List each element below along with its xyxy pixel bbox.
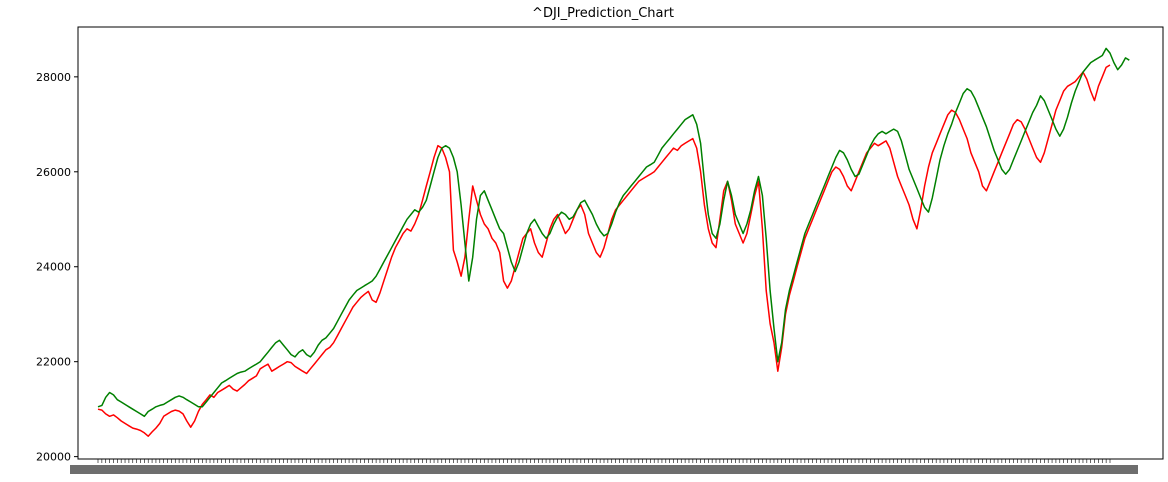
y-tick-label: 24000 — [36, 261, 71, 274]
x-tick-labels-band — [70, 465, 1138, 474]
series-line-red — [97, 64, 1111, 437]
series-line-green — [97, 47, 1130, 418]
y-tick-label: 28000 — [36, 71, 71, 84]
y-axis: 20000 22000 24000 26000 28000 — [36, 71, 78, 464]
y-tick-label: 22000 — [36, 356, 71, 369]
plot-area-frame — [77, 26, 1164, 460]
y-tick-label: 20000 — [36, 451, 71, 464]
chart-title: ^DJI_Prediction_Chart — [532, 6, 674, 21]
series-layer — [97, 47, 1130, 437]
x-axis — [70, 459, 1138, 474]
y-tick-label: 26000 — [36, 166, 71, 179]
